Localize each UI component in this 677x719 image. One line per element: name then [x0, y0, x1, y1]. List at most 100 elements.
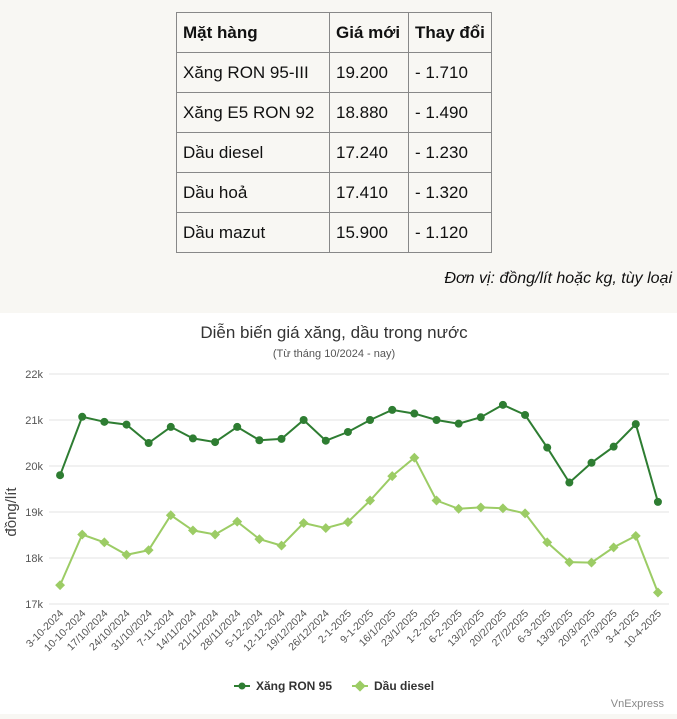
- price-table-container: Mặt hàng Giá mới Thay đổi Xăng RON 95-II…: [176, 12, 492, 253]
- data-point[interactable]: [55, 580, 66, 591]
- data-point[interactable]: [187, 525, 198, 536]
- data-point[interactable]: [498, 400, 507, 409]
- item-price: 19.200: [329, 52, 409, 93]
- data-point[interactable]: [320, 523, 331, 534]
- data-point[interactable]: [476, 413, 485, 422]
- item-change: - 1.120: [408, 212, 492, 253]
- item-change: - 1.230: [408, 132, 492, 173]
- item-change: - 1.320: [408, 172, 492, 213]
- y-tick-label: 18k: [25, 553, 43, 565]
- legend[interactable]: Xăng RON 95 Dầu diesel: [234, 679, 434, 693]
- data-point[interactable]: [78, 412, 87, 421]
- table-row: Xăng E5 RON 92 18.880 - 1.490: [176, 92, 492, 133]
- item-name: Dầu mazut: [176, 212, 330, 253]
- data-point[interactable]: [410, 409, 419, 418]
- legend-item-ron95[interactable]: Xăng RON 95: [234, 679, 332, 693]
- chart-subtitle: (Từ tháng 10/2024 - nay): [273, 348, 395, 360]
- data-point[interactable]: [432, 416, 441, 424]
- table-header-row: Mặt hàng Giá mới Thay đổi: [176, 12, 492, 53]
- data-point[interactable]: [100, 417, 109, 426]
- legend-item-diesel[interactable]: Dầu diesel: [352, 679, 434, 693]
- y-axis-ticks: 17k 18k 19k 20k 21k 22k: [25, 369, 43, 611]
- data-point[interactable]: [144, 439, 153, 447]
- data-point[interactable]: [520, 508, 531, 519]
- data-point[interactable]: [631, 420, 640, 429]
- data-point[interactable]: [232, 516, 243, 527]
- item-price: 15.900: [329, 212, 409, 253]
- data-point[interactable]: [210, 529, 221, 540]
- data-point[interactable]: [609, 442, 618, 451]
- data-point[interactable]: [454, 419, 463, 428]
- item-name: Dầu diesel: [176, 132, 330, 173]
- data-point[interactable]: [99, 537, 110, 548]
- data-point[interactable]: [586, 557, 597, 568]
- item-name: Xăng RON 95-III: [176, 52, 330, 93]
- table-row: Dầu diesel 17.240 - 1.230: [176, 132, 492, 173]
- table-row: Dầu hoả 17.410 - 1.320: [176, 172, 492, 213]
- data-point[interactable]: [543, 443, 552, 452]
- data-point[interactable]: [277, 434, 286, 443]
- data-point[interactable]: [630, 530, 641, 541]
- data-point[interactable]: [652, 587, 663, 598]
- data-point[interactable]: [299, 416, 308, 424]
- item-price: 17.240: [329, 132, 409, 173]
- data-point[interactable]: [366, 416, 375, 424]
- x-axis-ticks: 3-10-202410-10-202417/10/202424/10/20243…: [24, 608, 664, 655]
- unit-note: Đơn vị: đồng/lít hoặc kg, tùy loại: [444, 270, 672, 287]
- header-change: Thay đổi: [408, 12, 492, 53]
- data-point[interactable]: [542, 537, 553, 548]
- item-name: Xăng E5 RON 92: [176, 92, 330, 133]
- data-point[interactable]: [165, 510, 176, 521]
- series-line: [59, 456, 659, 593]
- gridlines: [49, 373, 669, 605]
- header-item: Mặt hàng: [176, 12, 330, 53]
- credit-label: VnExpress: [611, 698, 665, 710]
- header-price: Giá mới: [329, 12, 409, 53]
- data-point[interactable]: [342, 517, 353, 528]
- data-point[interactable]: [77, 529, 88, 540]
- chart-panel: Diễn biến giá xăng, dầu trong nước (Từ t…: [0, 313, 677, 714]
- data-point[interactable]: [56, 471, 65, 480]
- data-point[interactable]: [587, 458, 596, 467]
- series-layer: [55, 400, 663, 598]
- y-axis-label: đồng/lít: [3, 487, 20, 537]
- series-diesel: [55, 452, 663, 598]
- series-line: [59, 403, 659, 503]
- y-tick-label: 21k: [25, 415, 43, 427]
- data-point[interactable]: [211, 438, 220, 447]
- item-price: 17.410: [329, 172, 409, 213]
- data-point[interactable]: [233, 422, 242, 431]
- data-point[interactable]: [321, 436, 330, 445]
- price-table: Mặt hàng Giá mới Thay đổi Xăng RON 95-II…: [176, 12, 492, 253]
- data-point[interactable]: [608, 542, 619, 553]
- data-point[interactable]: [431, 495, 442, 506]
- data-point[interactable]: [166, 422, 175, 431]
- data-point[interactable]: [255, 436, 264, 445]
- data-point[interactable]: [143, 545, 154, 556]
- y-tick-label: 22k: [25, 369, 43, 381]
- legend-marker-diesel: [354, 680, 366, 692]
- legend-label-diesel: Dầu diesel: [374, 679, 434, 693]
- data-point[interactable]: [343, 427, 352, 436]
- table-row: Xăng RON 95-III 19.200 - 1.710: [176, 52, 492, 93]
- legend-marker-ron95: [238, 682, 246, 690]
- item-price: 18.880: [329, 92, 409, 133]
- data-point[interactable]: [653, 497, 662, 506]
- y-tick-label: 19k: [25, 507, 43, 519]
- data-point[interactable]: [475, 502, 486, 513]
- data-point[interactable]: [565, 478, 574, 487]
- data-point[interactable]: [388, 405, 397, 414]
- data-point[interactable]: [122, 420, 131, 429]
- price-line-chart: Diễn biến giá xăng, dầu trong nước (Từ t…: [3, 323, 669, 710]
- item-change: - 1.490: [408, 92, 492, 133]
- data-point[interactable]: [188, 434, 197, 443]
- table-row: Dầu mazut 15.900 - 1.120: [176, 212, 492, 253]
- data-point[interactable]: [564, 557, 575, 568]
- legend-label-ron95: Xăng RON 95: [256, 679, 332, 693]
- y-tick-label: 20k: [25, 461, 43, 473]
- data-point[interactable]: [521, 410, 530, 419]
- series-ron95: [56, 400, 662, 506]
- chart-title: Diễn biến giá xăng, dầu trong nước: [200, 323, 468, 342]
- item-change: - 1.710: [408, 52, 492, 93]
- item-name: Dầu hoả: [176, 172, 330, 213]
